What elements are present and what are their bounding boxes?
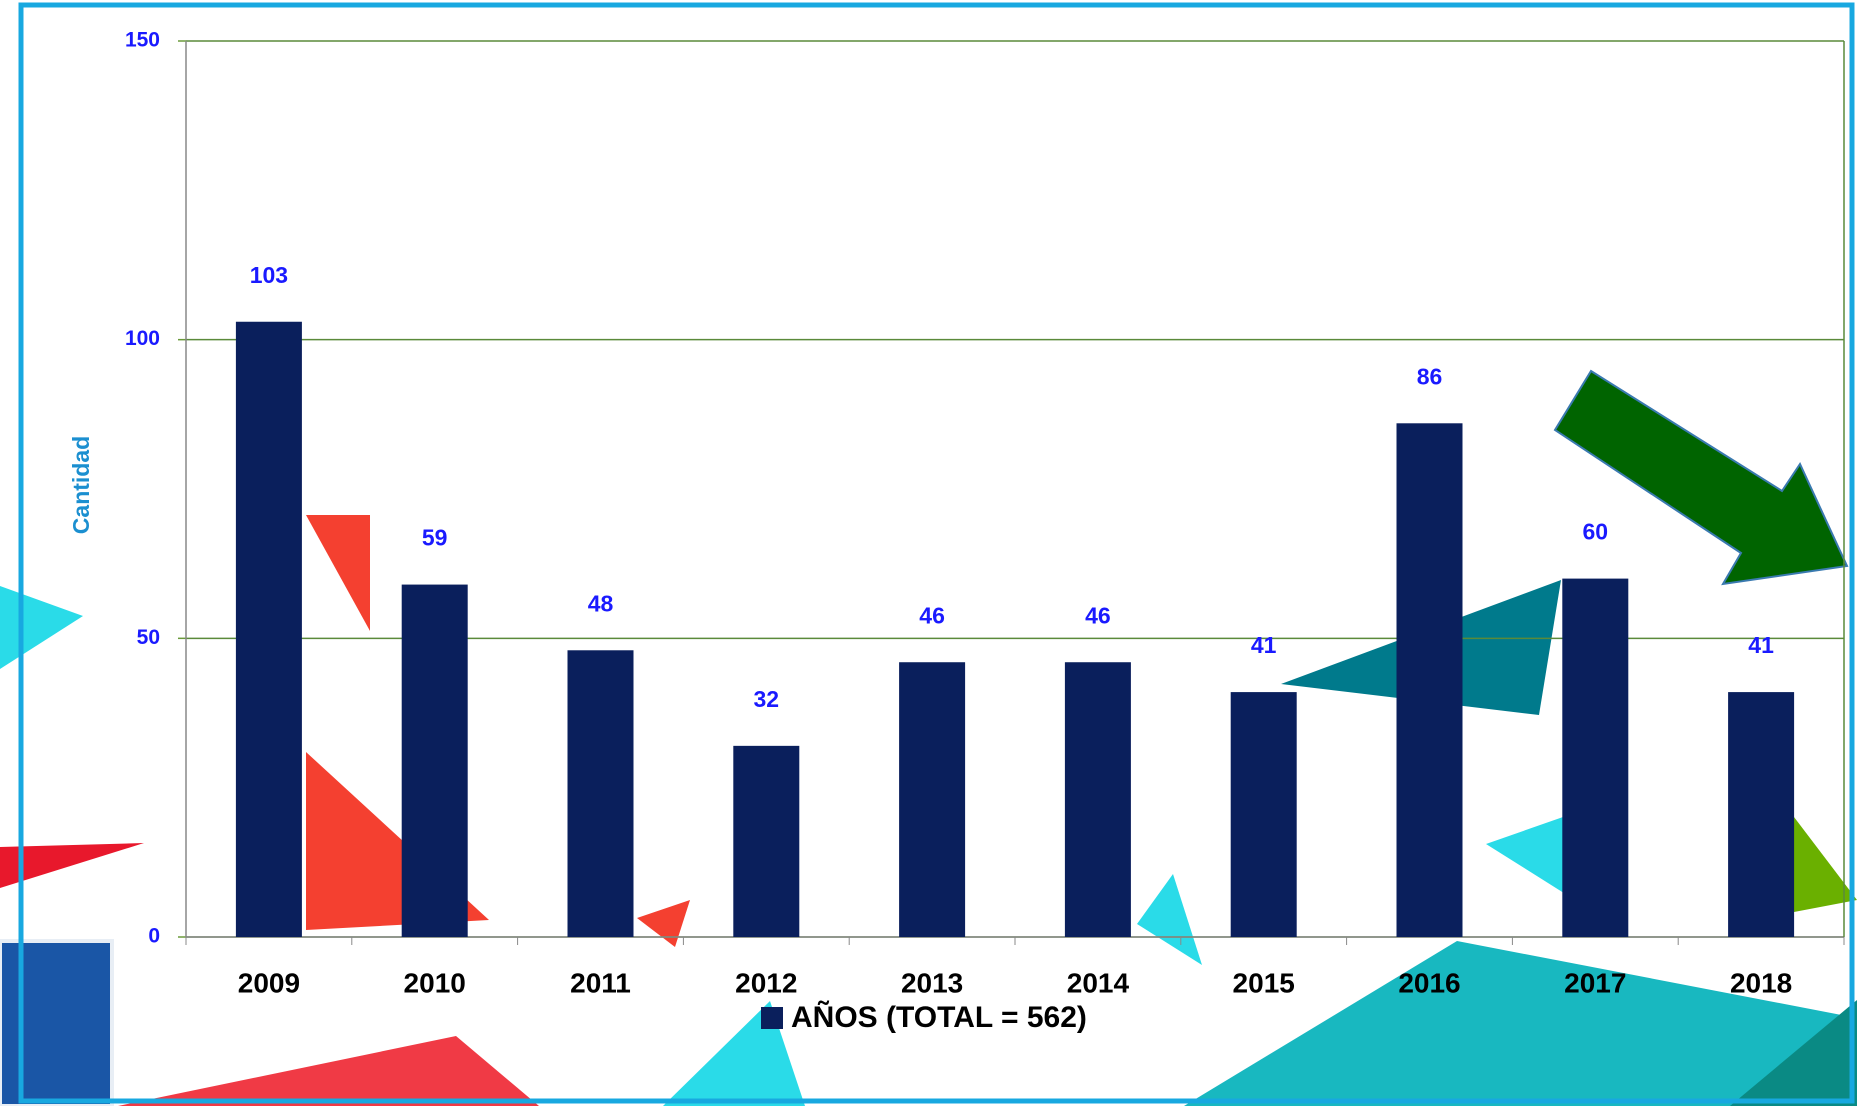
bar [1065, 662, 1131, 937]
bar [1397, 423, 1463, 937]
x-tick-label: 2016 [1398, 967, 1460, 998]
bar [402, 585, 468, 937]
x-tick-label: 2012 [735, 967, 797, 998]
bar [1562, 579, 1628, 937]
value-label: 46 [1085, 602, 1111, 628]
bar [733, 746, 799, 937]
y-tick-label: 0 [148, 925, 160, 948]
value-label: 59 [422, 525, 448, 551]
x-tick-label: 2015 [1233, 967, 1295, 998]
bar [1231, 692, 1297, 937]
x-tick-label: 2017 [1564, 967, 1626, 998]
x-tick-label: 2018 [1730, 967, 1792, 998]
x-tick-label: 2013 [901, 967, 963, 998]
y-tick-label: 50 [137, 626, 160, 649]
x-tick-label: 2011 [570, 967, 631, 998]
value-label: 86 [1417, 363, 1443, 389]
legend-swatch [761, 1007, 783, 1029]
y-tick-label: 100 [125, 327, 160, 350]
legend-label: AÑOS (TOTAL = 562) [791, 1000, 1087, 1034]
value-label: 48 [588, 590, 614, 616]
value-label: 103 [250, 262, 288, 288]
bar [1728, 692, 1794, 937]
x-tick-label: 2014 [1067, 967, 1130, 998]
bar [899, 662, 965, 937]
chart: Cantidad 0 50 100 150 2009 2010 2011 2012 2013 20… [0, 0, 1857, 1106]
bar [568, 650, 634, 937]
x-tick-label: 2009 [238, 967, 300, 998]
y-axis-title: Cantidad [68, 436, 94, 534]
x-tick-label: 2010 [404, 967, 466, 998]
value-label: 46 [919, 602, 945, 628]
value-label: 41 [1251, 632, 1277, 658]
value-label: 60 [1583, 519, 1609, 545]
value-label: 32 [754, 686, 780, 712]
value-label: 41 [1748, 632, 1774, 658]
bar [236, 322, 302, 937]
y-tick-label: 150 [125, 29, 160, 52]
